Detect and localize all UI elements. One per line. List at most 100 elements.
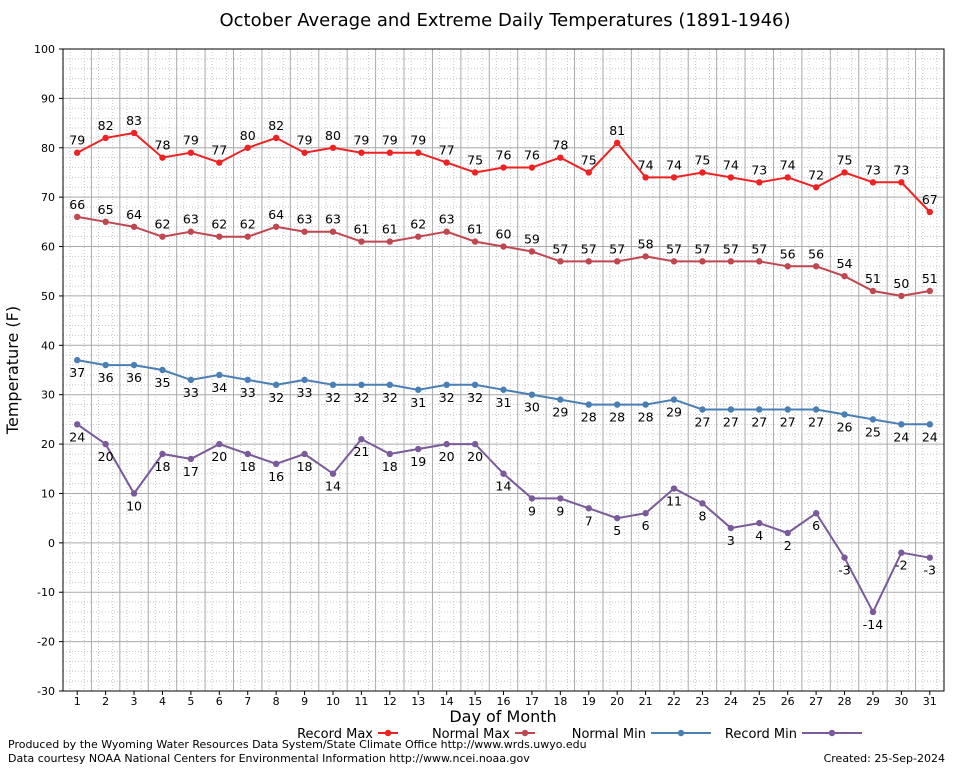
normal-min-data-label: 32 xyxy=(325,390,341,405)
legend-swatch-point xyxy=(677,729,685,737)
record-max-data-label: 78 xyxy=(552,138,568,153)
record-max-series: 79 82 83 78 79 77 80 82 79 80 79 79 79 77 75 76 76 78 75 81… xyxy=(69,113,938,216)
record-max-point xyxy=(216,159,223,166)
normal-max-point xyxy=(642,253,649,260)
normal-max-point xyxy=(216,233,223,240)
x-tick-label: 13 xyxy=(411,695,425,708)
normal-min-point xyxy=(443,381,450,389)
record-min-data-label: 4 xyxy=(755,528,763,543)
record-max-data-label: 79 xyxy=(353,133,369,148)
minor-grid xyxy=(63,49,944,691)
normal-max-point xyxy=(244,233,251,240)
record-min-point xyxy=(216,440,223,448)
x-tick-label: 25 xyxy=(752,695,766,708)
record-min-data-label: 8 xyxy=(698,508,706,523)
record-min-point xyxy=(102,440,109,448)
y-tick-label: 0 xyxy=(48,537,55,550)
record-min-data-label: 10 xyxy=(126,498,142,513)
y-tick-label: 100 xyxy=(34,43,55,56)
normal-min-data-label: 27 xyxy=(808,415,824,430)
x-tick-label: 9 xyxy=(301,695,308,708)
normal-min-point xyxy=(187,376,195,384)
normal-max-data-label: 62 xyxy=(155,217,171,232)
normal-max-point xyxy=(585,258,592,265)
record-min-data-label: -14 xyxy=(863,617,883,632)
record-max-data-label: 73 xyxy=(865,162,881,177)
record-max-data-label: 83 xyxy=(126,113,142,128)
normal-max-point xyxy=(926,287,933,295)
normal-min-point xyxy=(756,406,763,413)
record-max-point xyxy=(812,184,820,191)
normal-max-data-label: 62 xyxy=(410,217,426,232)
normal-min-data-label: 28 xyxy=(638,410,654,425)
record-max-data-label: 72 xyxy=(808,167,824,182)
normal-max-data-label: 64 xyxy=(126,207,142,222)
normal-min-data-label: 32 xyxy=(353,390,369,405)
normal-min-data-label: 32 xyxy=(439,390,455,405)
x-tick-label: 2 xyxy=(102,695,109,708)
record-max-point xyxy=(642,174,649,181)
record-max-point xyxy=(613,139,621,147)
record-min-data-label: 5 xyxy=(613,523,621,538)
normal-min-point xyxy=(898,421,905,428)
record-max-data-label: 77 xyxy=(211,143,227,158)
record-max-data-label: 74 xyxy=(780,157,796,172)
normal-min-data-label: 33 xyxy=(297,385,313,400)
record-max-point xyxy=(301,149,308,156)
legend-swatch-point xyxy=(384,729,392,737)
normal-max-point xyxy=(102,218,109,226)
normal-max-point xyxy=(756,258,763,265)
y-tick-label: 40 xyxy=(41,339,55,352)
record-max-data-label: 80 xyxy=(240,128,256,143)
normal-max-point xyxy=(386,238,394,245)
record-max-data-label: 67 xyxy=(922,192,938,207)
normal-min-data-label: 32 xyxy=(382,390,398,405)
footer-created-date: Created: 25-Sep-2024 xyxy=(824,752,945,765)
record-max-data-label: 79 xyxy=(183,133,199,148)
normal-max-data-label: 54 xyxy=(837,256,853,271)
record-max-point xyxy=(926,208,933,216)
record-max-data-label: 76 xyxy=(496,148,512,163)
normal-min-point xyxy=(74,356,81,364)
x-tick-label: 3 xyxy=(131,695,138,708)
normal-max-data-label: 60 xyxy=(496,227,512,242)
record-max-point xyxy=(727,174,735,181)
record-max-point xyxy=(528,164,536,171)
record-min-point xyxy=(642,510,649,517)
record-min-data-label: 18 xyxy=(155,459,171,474)
record-min-data-label: 18 xyxy=(240,459,256,474)
x-tick-label: 4 xyxy=(159,695,166,708)
normal-min-point xyxy=(727,406,735,413)
normal-min-data-label: 36 xyxy=(98,370,114,385)
record-max-point xyxy=(869,179,877,186)
record-max-point xyxy=(415,149,422,156)
normal-max-data-label: 57 xyxy=(694,241,710,256)
record-max-point xyxy=(74,149,81,156)
normal-max-point xyxy=(301,228,308,235)
record-min-point xyxy=(699,500,706,507)
normal-min-data-label: 24 xyxy=(922,429,938,444)
normal-min-data-label: 37 xyxy=(69,365,85,380)
record-min-point xyxy=(784,529,791,537)
normal-min-data-label: 35 xyxy=(155,375,171,390)
x-tick-label: 12 xyxy=(383,695,397,708)
record-max-point xyxy=(187,149,195,156)
normal-min-point xyxy=(159,366,166,374)
record-min-data-label: -2 xyxy=(895,558,907,573)
normal-max-data-label: 62 xyxy=(240,217,256,232)
normal-max-point xyxy=(670,258,678,265)
record-min-point xyxy=(471,440,479,448)
normal-min-point xyxy=(841,411,848,418)
normal-max-point xyxy=(613,258,621,265)
normal-min-point xyxy=(358,381,365,389)
normal-max-point xyxy=(272,223,280,230)
record-min-data-label: -3 xyxy=(838,563,850,578)
normal-max-data-label: 61 xyxy=(382,222,398,237)
record-min-point xyxy=(613,514,621,522)
legend-label: Normal Min xyxy=(572,727,646,742)
record-max-data-label: 75 xyxy=(837,152,853,167)
record-min-data-label: 16 xyxy=(268,469,284,484)
normal-min-point xyxy=(329,381,337,389)
legend-label: Normal Max xyxy=(432,727,510,742)
